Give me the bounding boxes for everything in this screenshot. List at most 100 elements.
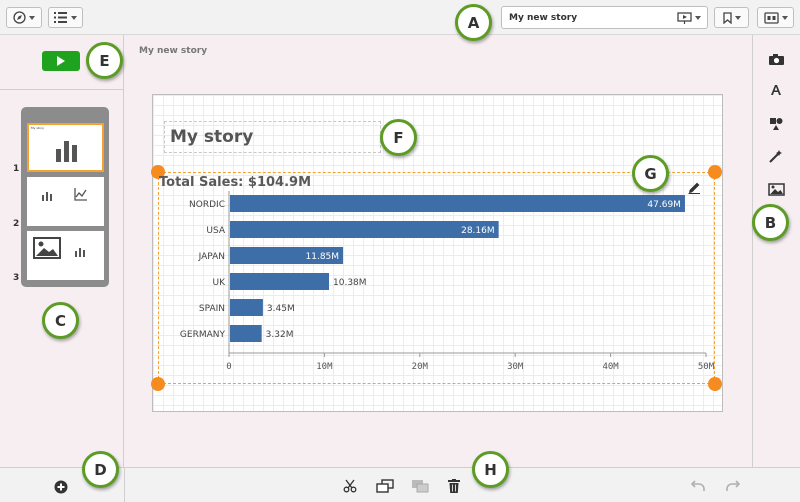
- callout-a: A: [455, 4, 492, 41]
- data-label: 28.16M: [461, 226, 495, 236]
- present-icon: [677, 11, 692, 24]
- chevron-down-icon: [29, 15, 35, 20]
- slide-thumbnail-3[interactable]: [27, 231, 104, 280]
- storyboard-button[interactable]: [757, 7, 794, 28]
- text-icon: [771, 85, 781, 95]
- story-selector[interactable]: My new story: [501, 6, 708, 29]
- x-tick-label: 0: [226, 362, 231, 372]
- compass-icon: [13, 11, 26, 24]
- slide-canvas[interactable]: My story Total Sales: $104.9M 0 10M 20M 30M…: [151, 94, 724, 412]
- bar: [230, 299, 263, 316]
- arrange-button: [410, 478, 430, 494]
- x-tick-label: 30M: [507, 362, 524, 372]
- slide-title[interactable]: My story: [170, 127, 254, 147]
- data-label: 47.69M: [647, 200, 681, 210]
- category-label: USA: [206, 226, 225, 236]
- edit-chart-button[interactable]: [686, 179, 702, 195]
- navigation-button[interactable]: [6, 7, 42, 28]
- redo-icon: [726, 480, 740, 491]
- data-label: 3.32M: [266, 330, 294, 340]
- callout-f: F: [380, 119, 417, 156]
- duplicate-icon: [376, 479, 394, 493]
- pencil-icon: [688, 182, 700, 194]
- layer-icon: [412, 480, 429, 493]
- data-label: 10.38M: [333, 278, 367, 288]
- chevron-down-icon: [781, 15, 788, 20]
- bar: [230, 325, 262, 342]
- slide-thumbnail-2[interactable]: [27, 177, 104, 226]
- story-tools-panel: [752, 35, 800, 467]
- effects-tool[interactable]: [766, 147, 786, 165]
- bar: [230, 247, 344, 264]
- callout-e: E: [86, 42, 123, 79]
- undo-button[interactable]: [690, 479, 706, 493]
- cut-icon: [343, 479, 357, 493]
- bottom-toolbar: [0, 467, 800, 502]
- bar-chart-icon: [56, 141, 77, 162]
- list-icon: [54, 12, 67, 23]
- thumbnail-panel: 1 2 3 My story: [0, 35, 124, 467]
- slide-title-box[interactable]: My story: [164, 121, 381, 153]
- snapshot-tool[interactable]: [766, 50, 786, 68]
- line-chart-icon: [74, 188, 87, 201]
- data-label: 11.85M: [306, 252, 340, 262]
- category-label: GERMANY: [180, 330, 226, 340]
- cut-button[interactable]: [342, 478, 358, 494]
- thumbnail-number: 2: [13, 219, 20, 229]
- x-tick-label: 20M: [412, 362, 429, 372]
- slide-thumbnail-1[interactable]: My story: [27, 123, 104, 172]
- resize-handle-top-right[interactable]: [708, 165, 722, 179]
- bookmark-button[interactable]: [714, 7, 749, 28]
- bar-chart[interactable]: 0 10M 20M 30M 40M 50M NORDIC 47.69M USA 28.16M JAP…: [153, 191, 724, 381]
- resize-handle-top-left[interactable]: [151, 165, 165, 179]
- duplicate-button[interactable]: [375, 478, 395, 494]
- callout-g: G: [632, 155, 669, 192]
- callout-c: C: [42, 302, 79, 339]
- add-icon: [54, 480, 68, 494]
- shapes-tool[interactable]: [766, 115, 786, 133]
- chevron-down-icon: [734, 15, 741, 20]
- bar: [230, 273, 330, 290]
- x-tick-label: 40M: [602, 362, 619, 372]
- play-area: [0, 35, 124, 90]
- sheet-list-button[interactable]: [48, 7, 83, 28]
- thumbnail-number: 1: [13, 164, 20, 174]
- camera-icon: [768, 53, 784, 65]
- delete-button[interactable]: [446, 478, 462, 494]
- bar-chart-icon: [75, 248, 85, 257]
- bar: [230, 221, 499, 238]
- play-story-button[interactable]: [42, 51, 80, 71]
- resize-handle-bottom-left[interactable]: [151, 377, 165, 391]
- selected-chart-frame[interactable]: [158, 172, 715, 384]
- text-tool[interactable]: [766, 81, 786, 99]
- category-label: UK: [213, 278, 227, 288]
- redo-button[interactable]: [725, 479, 741, 493]
- undo-icon: [691, 480, 705, 491]
- data-label: 3.45M: [267, 304, 295, 314]
- storyboard-icon: [763, 11, 779, 24]
- category-label: NORDIC: [189, 200, 225, 210]
- category-label: SPAIN: [199, 304, 225, 314]
- x-tick-label: 50M: [698, 362, 715, 372]
- category-label: JAPAN: [198, 252, 225, 262]
- bar-chart-icon: [42, 192, 52, 201]
- image-icon: [33, 237, 61, 259]
- add-slide-button[interactable]: [53, 479, 69, 495]
- bar: [230, 195, 685, 212]
- thumbnail-strip: My story: [21, 107, 109, 287]
- thumbnail-mini-title: My story: [31, 126, 44, 130]
- chart-title: Total Sales: $104.9M: [159, 175, 312, 190]
- chevron-down-icon: [71, 15, 77, 20]
- bookmark-icon: [722, 11, 732, 24]
- media-icon: [767, 182, 785, 196]
- chevron-down-icon[interactable]: [695, 15, 701, 20]
- callout-d: D: [82, 451, 119, 488]
- shapes-icon: [770, 118, 783, 130]
- callout-h: H: [472, 451, 509, 488]
- story-name: My new story: [509, 12, 578, 23]
- resize-handle-bottom-right[interactable]: [708, 377, 722, 391]
- callout-b: B: [752, 204, 789, 241]
- play-icon: [57, 56, 65, 66]
- top-toolbar: My new story: [0, 0, 800, 35]
- media-tool[interactable]: [766, 180, 786, 198]
